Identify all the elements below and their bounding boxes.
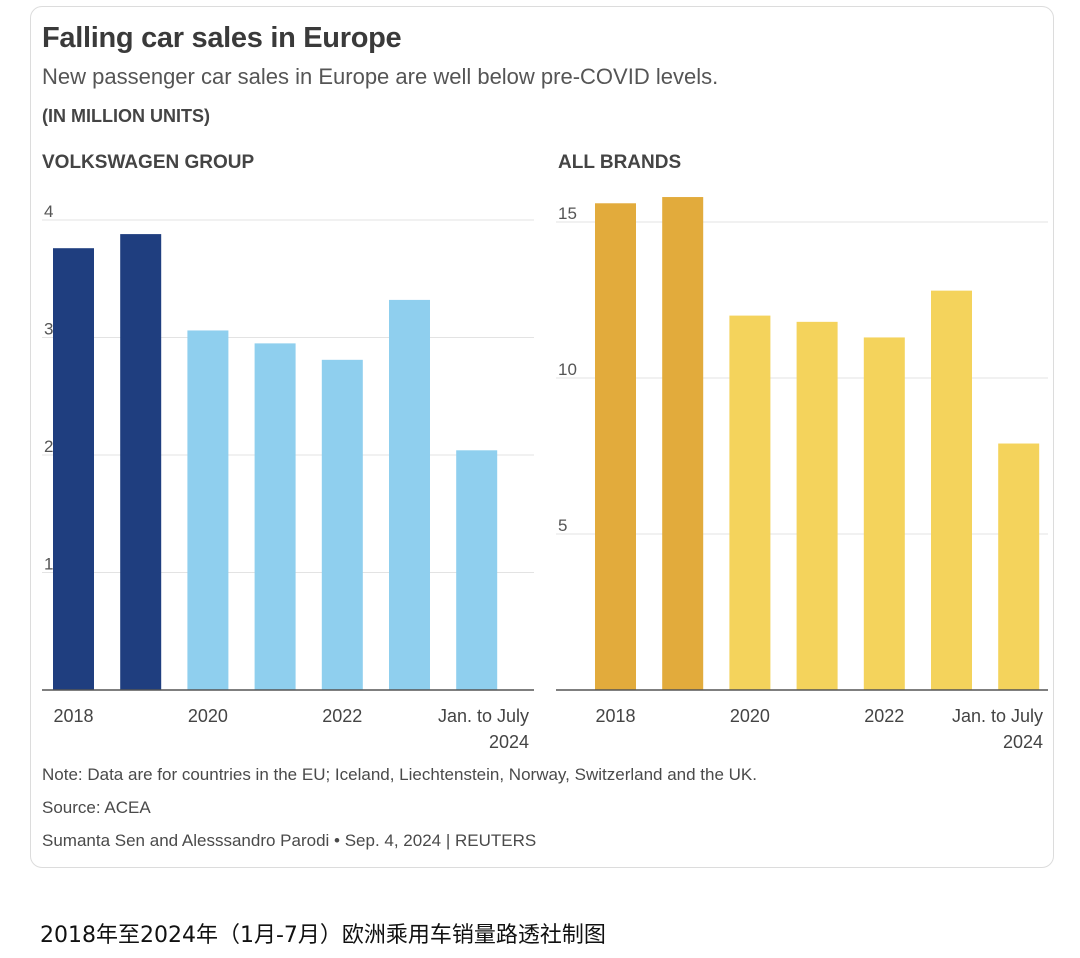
vw-bar-2023 — [389, 299, 430, 690]
all-bar-2019 — [662, 197, 704, 691]
vw-bar-2020 — [187, 330, 229, 690]
vw-bar-2018 — [53, 248, 94, 690]
vw-x-tick-label: 2024 — [489, 732, 529, 752]
chart-subtitle: New passenger car sales in Europe are we… — [42, 64, 719, 89]
vw-x-tick-label: Jan. to July — [438, 706, 529, 726]
byline-text: Sumanta Sen and Alesssandro Parodi • Sep… — [42, 831, 537, 850]
vw-bar-2021 — [254, 343, 296, 690]
image-caption: 2018年至2024年（1月-7月）欧洲乘用车销量路透社制图 — [40, 923, 606, 948]
all-x-tick-label: 2022 — [864, 706, 904, 726]
vw-bar-2019 — [120, 234, 162, 690]
all-bar-2022 — [863, 337, 905, 690]
all-bar-2020 — [729, 315, 771, 690]
vw-y-tick-label: 2 — [44, 437, 53, 456]
all-x-tick-label: 2018 — [595, 706, 635, 726]
all-bar-2021 — [796, 321, 838, 690]
all-x-tick-label: Jan. to July — [952, 706, 1043, 726]
vw-y-tick-label: 1 — [44, 555, 53, 574]
source-text: Source: ACEA — [42, 798, 151, 817]
all-bar-jan-to-july-2024 — [998, 443, 1040, 690]
vw-x-tick-label: 2020 — [188, 706, 228, 726]
vw-x-tick-label: 2018 — [53, 706, 93, 726]
all-y-tick-label: 15 — [558, 204, 577, 223]
all-bar-2023 — [931, 290, 972, 690]
all-x-tick-label: 2024 — [1003, 732, 1043, 752]
chart-title: Falling car sales in Europe — [42, 22, 402, 54]
all-y-tick-label: 10 — [558, 360, 577, 379]
all-brands-panel-title: ALL BRANDS — [558, 152, 682, 173]
all-bar-2018 — [595, 203, 636, 690]
units-label: (IN MILLION UNITS) — [42, 106, 210, 126]
vw-panel-title: VOLKSWAGEN GROUP — [42, 152, 255, 173]
all-x-tick-label: 2020 — [730, 706, 770, 726]
vw-y-tick-label: 4 — [44, 202, 53, 221]
vw-y-tick-label: 3 — [44, 320, 53, 339]
all-y-tick-label: 5 — [558, 516, 567, 535]
vw-bar-2022 — [321, 359, 363, 690]
vw-x-tick-label: 2022 — [322, 706, 362, 726]
vw-bar-jan-to-july-2024 — [456, 450, 498, 690]
note-text: Note: Data are for countries in the EU; … — [42, 765, 757, 784]
